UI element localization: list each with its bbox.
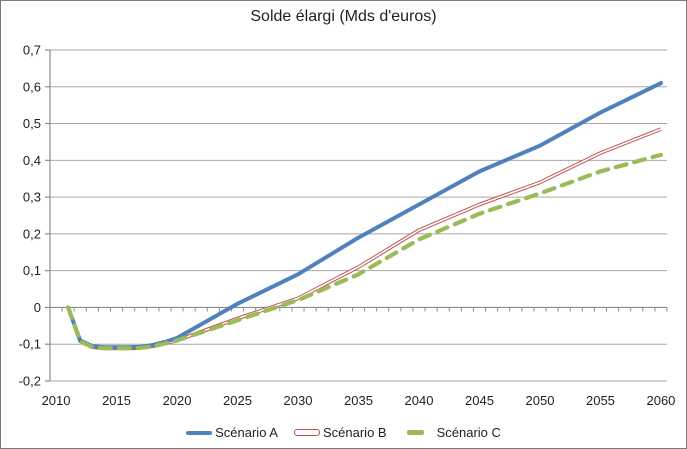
x-tick-label: 2060 [646, 393, 675, 408]
legend-item-scenario-b: Scénario B [293, 425, 387, 440]
legend-item-scenario-c: Scénario C [403, 425, 501, 440]
y-tick-label: 0,5 [23, 116, 41, 131]
legend-label-scenario-c: Scénario C [436, 425, 501, 440]
y-tick-label: 0,2 [23, 226, 41, 241]
scenario-c-line-swatch-icon [406, 430, 424, 435]
series-line-scenario-b [66, 127, 662, 351]
x-tick-label: 2030 [284, 393, 313, 408]
y-tick-label: 0,4 [23, 153, 41, 168]
x-tick-label: 2035 [344, 393, 373, 408]
x-tick-label: 2055 [586, 393, 615, 408]
x-tick-label: 2040 [405, 393, 434, 408]
y-tick-label: 0,7 [23, 43, 41, 58]
y-tick-label: -0,1 [19, 337, 41, 352]
x-tick-label: 2020 [163, 393, 192, 408]
scenario-b-line-swatch-icon [293, 429, 320, 436]
legend-label-scenario-a: Scénario A [215, 425, 278, 440]
y-tick-label: 0,1 [23, 263, 41, 278]
legend-item-scenario-a: Scénario A [186, 425, 278, 440]
y-tick-label: -0,2 [19, 374, 41, 389]
chart-legend: Scénario A Scénario B Scénario C [1, 425, 686, 440]
series-line-scenario-b-core [67, 128, 662, 350]
x-tick-label: 2025 [223, 393, 252, 408]
x-tick-label: 2015 [102, 393, 131, 408]
scenario-a-line-swatch-icon [186, 430, 213, 435]
series-line-scenario-c [66, 152, 664, 351]
x-tick-label: 2045 [465, 393, 494, 408]
y-tick-label: 0,6 [23, 79, 41, 94]
legend-label-scenario-b: Scénario B [322, 425, 387, 440]
y-tick-label: 0 [34, 300, 41, 315]
y-tick-label: 0,3 [23, 190, 41, 205]
chart-title: Solde élargi (Mds d'euros) [250, 8, 437, 25]
x-tick-label: 2010 [42, 393, 71, 408]
x-tick-label: 2050 [526, 393, 555, 408]
